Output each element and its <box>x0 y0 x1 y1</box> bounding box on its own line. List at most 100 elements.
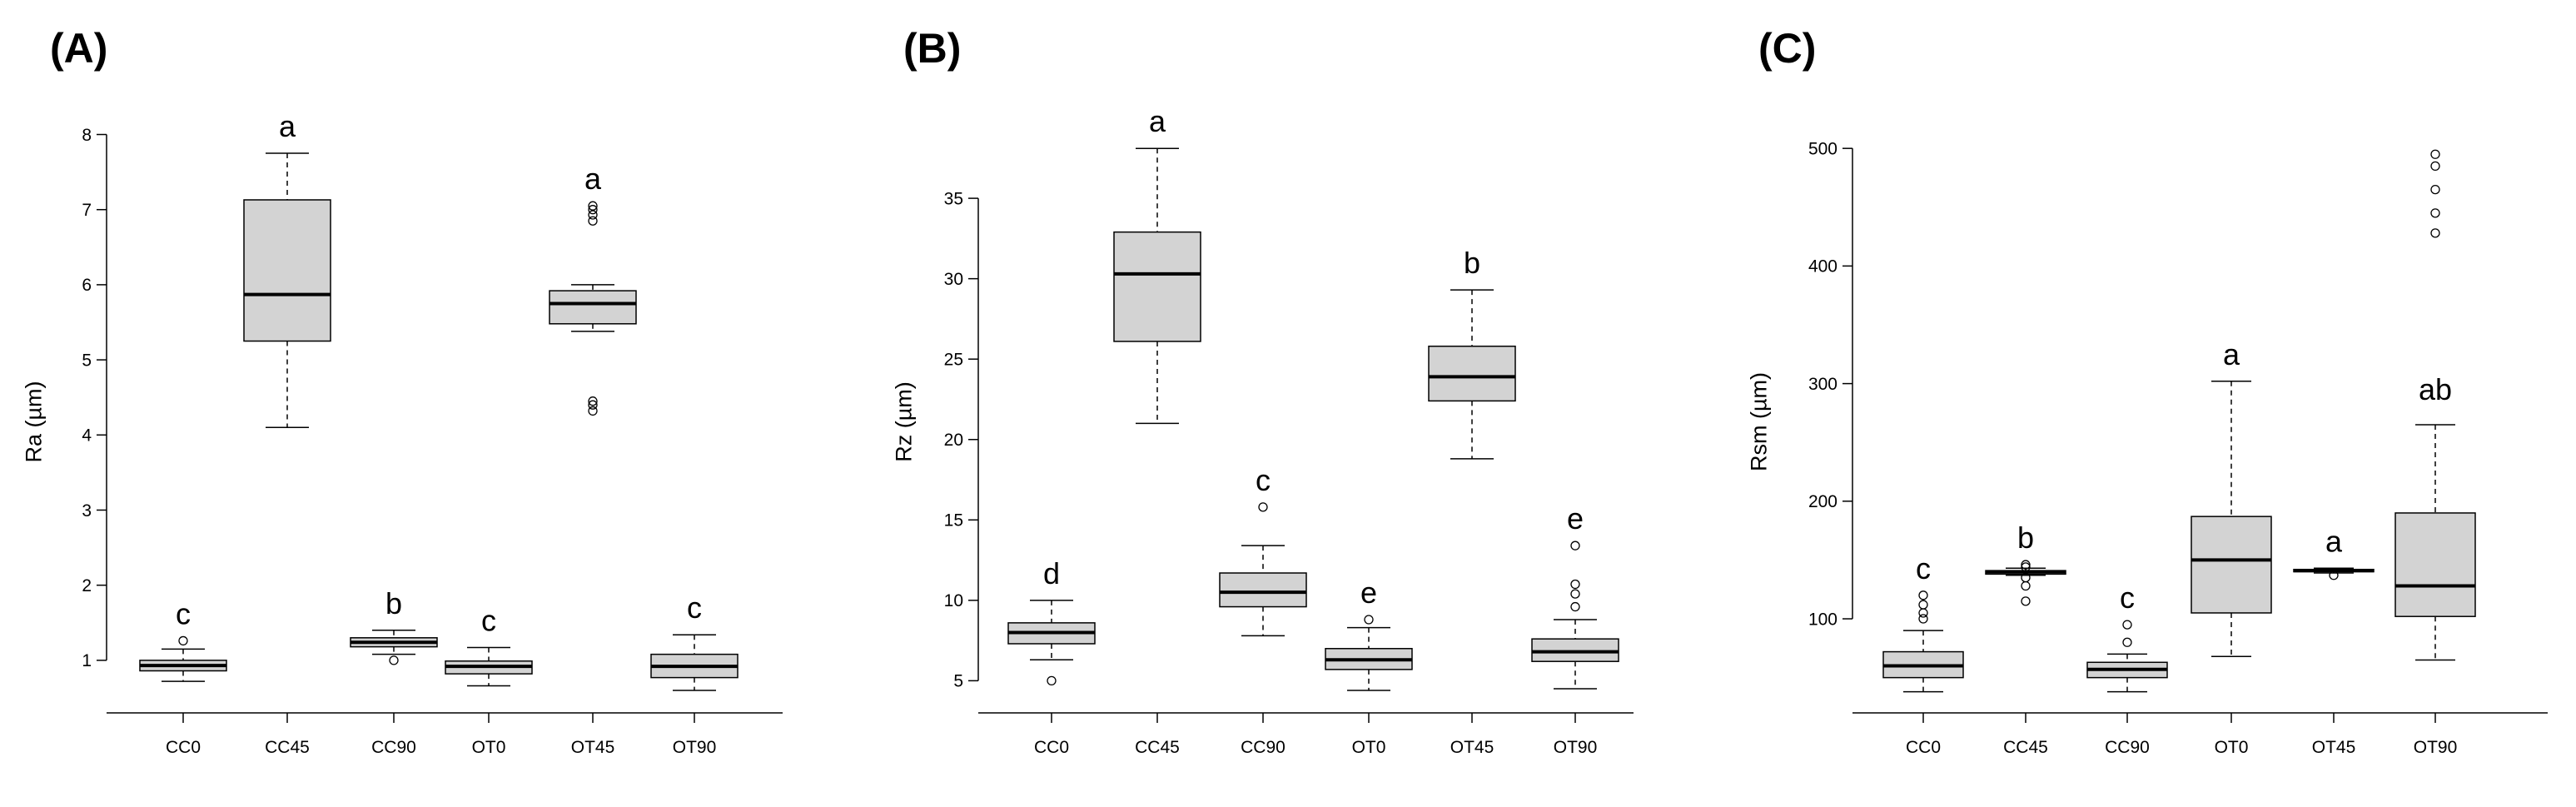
x-tick-label: OT90 <box>2414 738 2458 757</box>
outlier-point <box>389 655 399 665</box>
y-tick-label: 500 <box>1808 140 1838 159</box>
significance-letter: c <box>2120 580 2135 615</box>
outlier-point <box>588 406 598 416</box>
outlier-point <box>2122 637 2132 647</box>
outlier-point <box>588 210 598 220</box>
y-tick-label: 30 <box>944 270 963 289</box>
outlier-point <box>588 205 598 215</box>
outlier-point <box>2122 620 2132 630</box>
outlier-point <box>1918 590 1928 600</box>
significance-letter: d <box>1043 556 1060 590</box>
significance-letter: c <box>1916 551 1931 585</box>
outlier-point <box>1047 675 1057 686</box>
outlier-point <box>2430 228 2440 238</box>
x-tick-label: OT45 <box>571 738 615 757</box>
y-tick-label: 8 <box>82 126 92 145</box>
outlier-point <box>1570 601 1580 612</box>
outlier-point <box>1918 608 1928 618</box>
outlier-point <box>1570 540 1580 550</box>
outlier-point <box>2021 562 2031 572</box>
significance-letter: c <box>176 596 191 630</box>
y-tick-label: 400 <box>1808 257 1838 276</box>
significance-letter: b <box>1464 246 1480 280</box>
outlier-point <box>588 400 598 410</box>
significance-letter: e <box>1360 575 1377 610</box>
x-tick-label: CC45 <box>2003 738 2048 757</box>
box-iqr <box>2394 512 2476 617</box>
box-iqr <box>549 290 637 325</box>
outlier-point <box>1918 614 1928 624</box>
outlier-point <box>2430 149 2440 159</box>
significance-letter: c <box>687 590 702 625</box>
y-tick-label: 3 <box>82 501 92 521</box>
x-tick-label: CC0 <box>1906 738 1941 757</box>
outlier-point <box>2021 560 2031 570</box>
panel-label: (C) <box>1758 25 1816 72</box>
y-tick-label: 7 <box>82 201 92 220</box>
x-tick-label: CC90 <box>1241 738 1286 757</box>
x-tick-label: OT45 <box>2312 738 2356 757</box>
box-iqr <box>243 199 331 342</box>
panel-label: (A) <box>50 25 107 72</box>
y-tick-label: 300 <box>1808 375 1838 394</box>
y-tick-label: 100 <box>1808 610 1838 629</box>
outlier-point <box>2430 184 2440 195</box>
outlier-point <box>2021 580 2031 591</box>
outlier-point <box>2329 570 2339 580</box>
significance-letter: a <box>1149 104 1166 138</box>
x-tick-label: CC90 <box>371 738 416 757</box>
outlier-point <box>2430 161 2440 172</box>
panel-label: (B) <box>903 25 961 72</box>
box-iqr <box>1113 231 1201 342</box>
outlier-point <box>1258 502 1268 512</box>
significance-letter: a <box>2223 337 2240 371</box>
outlier-point <box>588 396 598 406</box>
y-tick-label: 6 <box>82 276 92 295</box>
x-tick-label: CC0 <box>166 738 201 757</box>
x-tick-label: CC45 <box>265 738 310 757</box>
outlier-point <box>2021 572 2031 583</box>
outlier-point <box>1570 579 1580 590</box>
x-tick-label: OT0 <box>472 738 506 757</box>
x-tick-label: OT0 <box>2215 738 2249 757</box>
x-tick-label: OT45 <box>1450 738 1494 757</box>
y-tick-label: 15 <box>944 511 963 531</box>
y-axis-title: Rsm (µm) <box>1746 372 1771 471</box>
significance-letter: c <box>1256 463 1271 497</box>
y-tick-label: 2 <box>82 576 92 595</box>
x-tick-label: OT90 <box>673 738 717 757</box>
outlier-point <box>1364 615 1374 625</box>
significance-letter: ab <box>2419 372 2452 406</box>
outlier-point <box>2430 208 2440 218</box>
significance-letter: a <box>584 162 602 196</box>
box-iqr <box>1428 345 1516 402</box>
box-iqr <box>2191 516 2272 614</box>
y-tick-label: 25 <box>944 351 963 370</box>
x-tick-label: CC45 <box>1135 738 1180 757</box>
y-tick-label: 10 <box>944 591 963 610</box>
significance-letter: b <box>385 586 402 620</box>
x-tick-label: CC0 <box>1034 738 1069 757</box>
significance-letter: c <box>481 604 496 638</box>
outlier-point <box>2021 596 2031 606</box>
outlier-point <box>178 635 188 646</box>
x-tick-label: OT90 <box>1554 738 1598 757</box>
significance-letter: a <box>279 109 296 143</box>
y-tick-label: 5 <box>953 672 963 691</box>
box-iqr <box>1219 572 1307 608</box>
y-tick-label: 1 <box>82 651 92 670</box>
significance-letter: a <box>2325 524 2343 558</box>
y-tick-label: 20 <box>944 431 963 450</box>
outlier-point <box>1918 600 1928 610</box>
significance-letter: e <box>1567 501 1584 536</box>
x-tick-label: OT0 <box>1352 738 1386 757</box>
y-axis-title: Ra (µm) <box>21 381 46 462</box>
outlier-point <box>588 216 598 226</box>
outlier-point <box>1570 589 1580 599</box>
y-tick-label: 200 <box>1808 492 1838 511</box>
significance-letter: b <box>2017 521 2034 555</box>
y-tick-label: 5 <box>82 351 92 370</box>
y-tick-label: 35 <box>944 189 963 208</box>
